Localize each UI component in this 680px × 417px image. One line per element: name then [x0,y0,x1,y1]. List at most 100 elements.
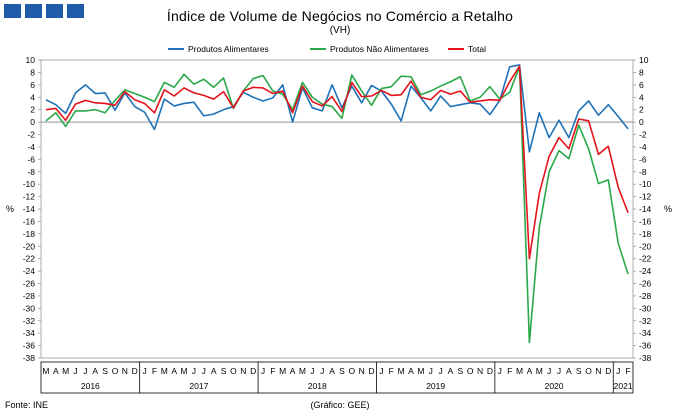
axes: 10 10 8 8 6 6 4 4 2 2 0 0 -2 -2 -4 -4 -6 -6 -8 -8 -10 -10 -12 -… [6,55,672,394]
x-month-label: O [467,366,474,376]
series-line-produtos-nao-alimentares [45,66,629,344]
y-tick-label-left: 6 [30,80,35,90]
y-tick-label-left: -16 [23,216,36,226]
y-axis-label-right: % [664,204,672,214]
y-tick-label-right: 2 [639,105,644,115]
chart-subtitle: (VH) [329,25,351,36]
legend-entry: Total [468,44,486,54]
y-tick-label-left: 2 [30,105,35,115]
y-tick-label-right: -34 [639,328,652,338]
y-tick-label-right: -18 [639,229,652,239]
y-tick-label-left: -26 [23,279,36,289]
y-tick-label-right: -22 [639,254,652,264]
y-tick-label-left: -20 [23,241,36,251]
y-tick-label-right: -6 [639,154,647,164]
x-month-label: M [299,366,306,376]
x-month-label: O [585,366,592,376]
y-tick-label-left: 8 [30,67,35,77]
x-month-label: A [290,366,296,376]
x-month-label: S [457,366,463,376]
y-tick-label-left: -32 [23,316,36,326]
y-tick-label-right: -8 [639,167,647,177]
x-month-label: A [171,366,177,376]
x-month-label: F [507,366,512,376]
x-month-label: F [152,366,157,376]
x-month-label: M [516,366,523,376]
y-tick-label-left: -2 [27,130,35,140]
legend-entry: Produtos Alimentares [188,44,269,54]
x-month-label: A [408,366,414,376]
y-tick-label-right: -32 [639,316,652,326]
y-tick-label-right: 10 [639,55,649,65]
x-month-label: J [142,366,146,376]
x-month-label: A [92,366,98,376]
x-month-label: D [605,366,611,376]
x-month-label: D [250,366,256,376]
y-tick-label-left: -34 [23,328,36,338]
x-month-label: S [102,366,108,376]
x-year-label: 2016 [81,381,100,391]
chart-title: Índice de Volume de Negócios no Comércio… [166,8,514,24]
y-tick-label-left: -24 [23,266,36,276]
x-month-label: J [547,366,551,376]
y-tick-label-left: -36 [23,341,36,351]
y-tick-label-right: 4 [639,92,644,102]
x-month-label: J [73,366,77,376]
x-month-label: M [536,366,543,376]
x-month-label: J [557,366,561,376]
x-month-label: N [240,366,246,376]
x-month-label: J [498,366,502,376]
x-month-label: F [389,366,394,376]
x-month-label: J [310,366,314,376]
x-month-label: O [112,366,119,376]
y-tick-label-left: -6 [27,154,35,164]
x-month-label: M [279,366,286,376]
y-tick-label-left: 10 [26,55,36,65]
x-month-label: A [566,366,572,376]
y-tick-label-right: -12 [639,192,652,202]
x-year-label: 2018 [308,381,327,391]
x-month-label: J [192,366,196,376]
y-tick-label-right: -26 [639,279,652,289]
x-month-label: J [438,366,442,376]
x-month-label: A [53,366,59,376]
series-line-produtos-alimentares [45,64,629,153]
ine-logo [4,4,84,18]
series-line-total [45,65,629,260]
x-month-label: A [527,366,533,376]
source-note: Fonte: INE [5,400,49,410]
y-tick-label-right: -14 [639,204,652,214]
y-tick-label-right: -10 [639,179,652,189]
x-month-label: F [625,366,630,376]
x-axis-band [40,361,634,394]
y-tick-label-left: -38 [23,353,36,363]
x-year-label: 2019 [426,381,445,391]
x-month-label: N [477,366,483,376]
x-month-label: A [448,366,454,376]
y-tick-label-right: -28 [639,291,652,301]
y-tick-label-right: -36 [639,341,652,351]
y-tick-label-left: -18 [23,229,36,239]
y-tick-label-left: -22 [23,254,36,264]
x-month-label: J [320,366,324,376]
x-year-label: 2020 [545,381,564,391]
x-month-label: A [329,366,335,376]
y-tick-label-right: -16 [639,216,652,226]
legend: Produtos Alimentares Produtos Não Aliment… [168,44,486,54]
y-tick-label-left: -10 [23,179,36,189]
y-tick-label-right: -2 [639,130,647,140]
x-month-label: J [379,366,383,376]
y-axis-label-left: % [6,204,14,214]
y-tick-label-left: -12 [23,192,36,202]
y-tick-label-right: -20 [639,241,652,251]
legend-entry: Produtos Não Alimentares [330,44,429,54]
y-tick-label-right: 6 [639,80,644,90]
x-month-label: M [181,366,188,376]
y-tick-label-left: -14 [23,204,36,214]
x-month-label: M [417,366,424,376]
x-month-label: A [211,366,217,376]
series [45,64,629,344]
x-month-label: M [161,366,168,376]
x-month-label: N [359,366,365,376]
x-month-label: S [339,366,345,376]
